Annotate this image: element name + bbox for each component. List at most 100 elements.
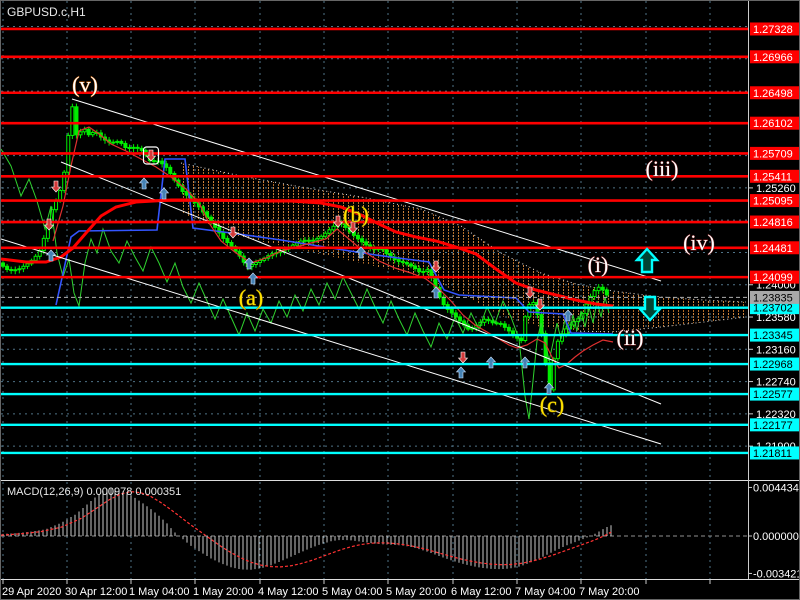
time-tick-label[interactable]: 5 May 20:00 — [386, 586, 447, 598]
candle-body — [502, 323, 507, 328]
boxed-marker-frame[interactable] — [142, 146, 160, 165]
price-tick-label: 1.23160 — [756, 344, 796, 356]
candle-body — [54, 200, 59, 211]
time-tick-label[interactable]: 7 May 20:00 — [579, 586, 640, 598]
time-tick-label[interactable]: 5 May 04:00 — [322, 586, 383, 598]
wave-label-iv[interactable]: (iv) — [683, 230, 716, 256]
big-down-arrow-icon[interactable] — [637, 295, 663, 322]
candle-body — [123, 142, 128, 148]
sell-arrow-icon[interactable] — [347, 221, 359, 234]
resistance-price-tag-text: 1.25411 — [753, 171, 792, 183]
buy-arrow-icon[interactable] — [138, 177, 150, 190]
wave-label-a[interactable]: (a) — [238, 285, 263, 311]
candle-body — [139, 147, 144, 151]
big-direction-arrows[interactable] — [634, 247, 663, 322]
sell-arrow-icon[interactable] — [50, 180, 62, 193]
candle-body — [400, 260, 405, 263]
time-tick-label[interactable]: 29 Apr 2020 — [2, 586, 61, 598]
resistance-price-tag-text: 1.24099 — [753, 272, 793, 284]
price-tick-label: 1.22320 — [756, 409, 796, 421]
price-axis[interactable]: 1.252601.240001.235801.231601.227401.223… — [748, 1, 800, 580]
candle-body — [13, 269, 18, 272]
wave-label-b[interactable]: (b) — [343, 202, 370, 228]
candle-body — [551, 358, 556, 391]
buy-arrow-icon[interactable] — [430, 286, 442, 299]
buy-arrow-icon[interactable] — [45, 249, 57, 262]
candle-body — [307, 239, 311, 242]
resistance-price-tag-bg — [750, 146, 799, 160]
sell-arrow-icon[interactable] — [457, 351, 469, 364]
candle-body — [425, 269, 430, 272]
momentum-line — [1, 148, 610, 420]
candle-body — [564, 328, 569, 335]
resistance-price-tag-text: 1.26102 — [753, 118, 793, 130]
buy-arrow-icon[interactable] — [158, 187, 170, 200]
candle-body — [25, 263, 30, 267]
buy-arrow-icon[interactable] — [519, 356, 531, 369]
signal-arrow-markers[interactable] — [43, 146, 574, 395]
sell-arrow-icon[interactable] — [332, 215, 344, 228]
buy-arrow-icon[interactable] — [243, 257, 255, 270]
elliott-wave-labels[interactable]: (v) (iii) (iv) (i) (ii) (a) (b) (c) — [72, 72, 716, 418]
candle-body — [1, 262, 5, 267]
candle-body — [151, 160, 156, 163]
candle-body — [576, 318, 581, 323]
price-tick-label: 1.23580 — [756, 312, 796, 324]
time-tick-label[interactable]: 1 May 04:00 — [129, 586, 190, 598]
buy-arrow-icon[interactable] — [247, 272, 259, 285]
symbol-title: GBPUSD.c,H1 — [7, 5, 86, 19]
bid-price-tag-text: 1.23835 — [753, 292, 793, 304]
wave-label-c[interactable]: (c) — [539, 392, 564, 418]
macd-panel — [1, 480, 799, 580]
resistance-price-tag-bg — [750, 241, 799, 255]
candle-body — [135, 146, 140, 149]
candle-body — [74, 106, 79, 136]
candle-body — [70, 106, 75, 136]
time-tick-label[interactable]: 6 May 12:00 — [451, 586, 512, 598]
candle-body — [404, 261, 409, 265]
channel-trendline[interactable] — [71, 98, 662, 282]
resistance-price-tag-text: 1.24481 — [753, 243, 793, 255]
wave-label-v[interactable]: (v) — [72, 72, 99, 98]
candle-body — [41, 237, 46, 252]
wave-label-i[interactable]: (i) — [587, 252, 609, 278]
candle-body — [600, 286, 605, 291]
channel-trendline[interactable] — [1, 238, 662, 445]
time-tick-label[interactable]: 1 May 20:00 — [193, 586, 254, 598]
sell-arrow-icon[interactable] — [227, 226, 239, 239]
support-price-tag-bg — [750, 387, 799, 401]
sell-arrow-icon[interactable] — [430, 260, 442, 273]
time-tick-label[interactable]: 30 Apr 12:00 — [65, 586, 127, 598]
support-price-tag-bg — [750, 357, 799, 371]
senkou-b-dotted — [575, 316, 747, 333]
buy-arrow-icon[interactable] — [543, 382, 555, 395]
sell-arrow-icon[interactable] — [43, 218, 55, 231]
candle-body — [421, 270, 426, 273]
horizontal-levels[interactable] — [1, 27, 748, 455]
buy-arrow-icon[interactable] — [485, 356, 497, 369]
time-tick-label[interactable]: 4 May 12:00 — [258, 586, 319, 598]
buy-arrow-icon[interactable] — [355, 246, 367, 259]
candle-body — [90, 131, 95, 136]
fast-ma-line — [52, 126, 614, 369]
sell-arrow-icon[interactable] — [534, 298, 546, 311]
time-tick-label[interactable]: 7 May 04:00 — [515, 586, 576, 598]
resistance-price-tag-text: 1.25709 — [753, 148, 793, 160]
sell-arrow-icon[interactable] — [524, 286, 536, 299]
candle-body — [221, 232, 226, 239]
big-up-arrow-icon[interactable] — [634, 247, 660, 274]
buy-arrow-icon[interactable] — [455, 366, 467, 379]
wave-label-iii[interactable]: (iii) — [645, 156, 679, 182]
candle-body — [486, 318, 491, 322]
resistance-price-tag-bg — [750, 215, 799, 229]
buy-arrow-icon[interactable] — [562, 309, 574, 322]
resistance-price-tag-bg — [750, 270, 799, 284]
sell-arrow-icon[interactable] — [145, 149, 157, 162]
support-price-tag-text: 1.22968 — [753, 359, 793, 371]
candle-body — [396, 259, 401, 262]
time-axis[interactable]: 29 Apr 2020 30 Apr 12:00 1 May 04:00 1 May … — [2, 580, 711, 598]
candle-body — [205, 211, 209, 218]
wave-label-ii[interactable]: (ii) — [616, 325, 644, 351]
